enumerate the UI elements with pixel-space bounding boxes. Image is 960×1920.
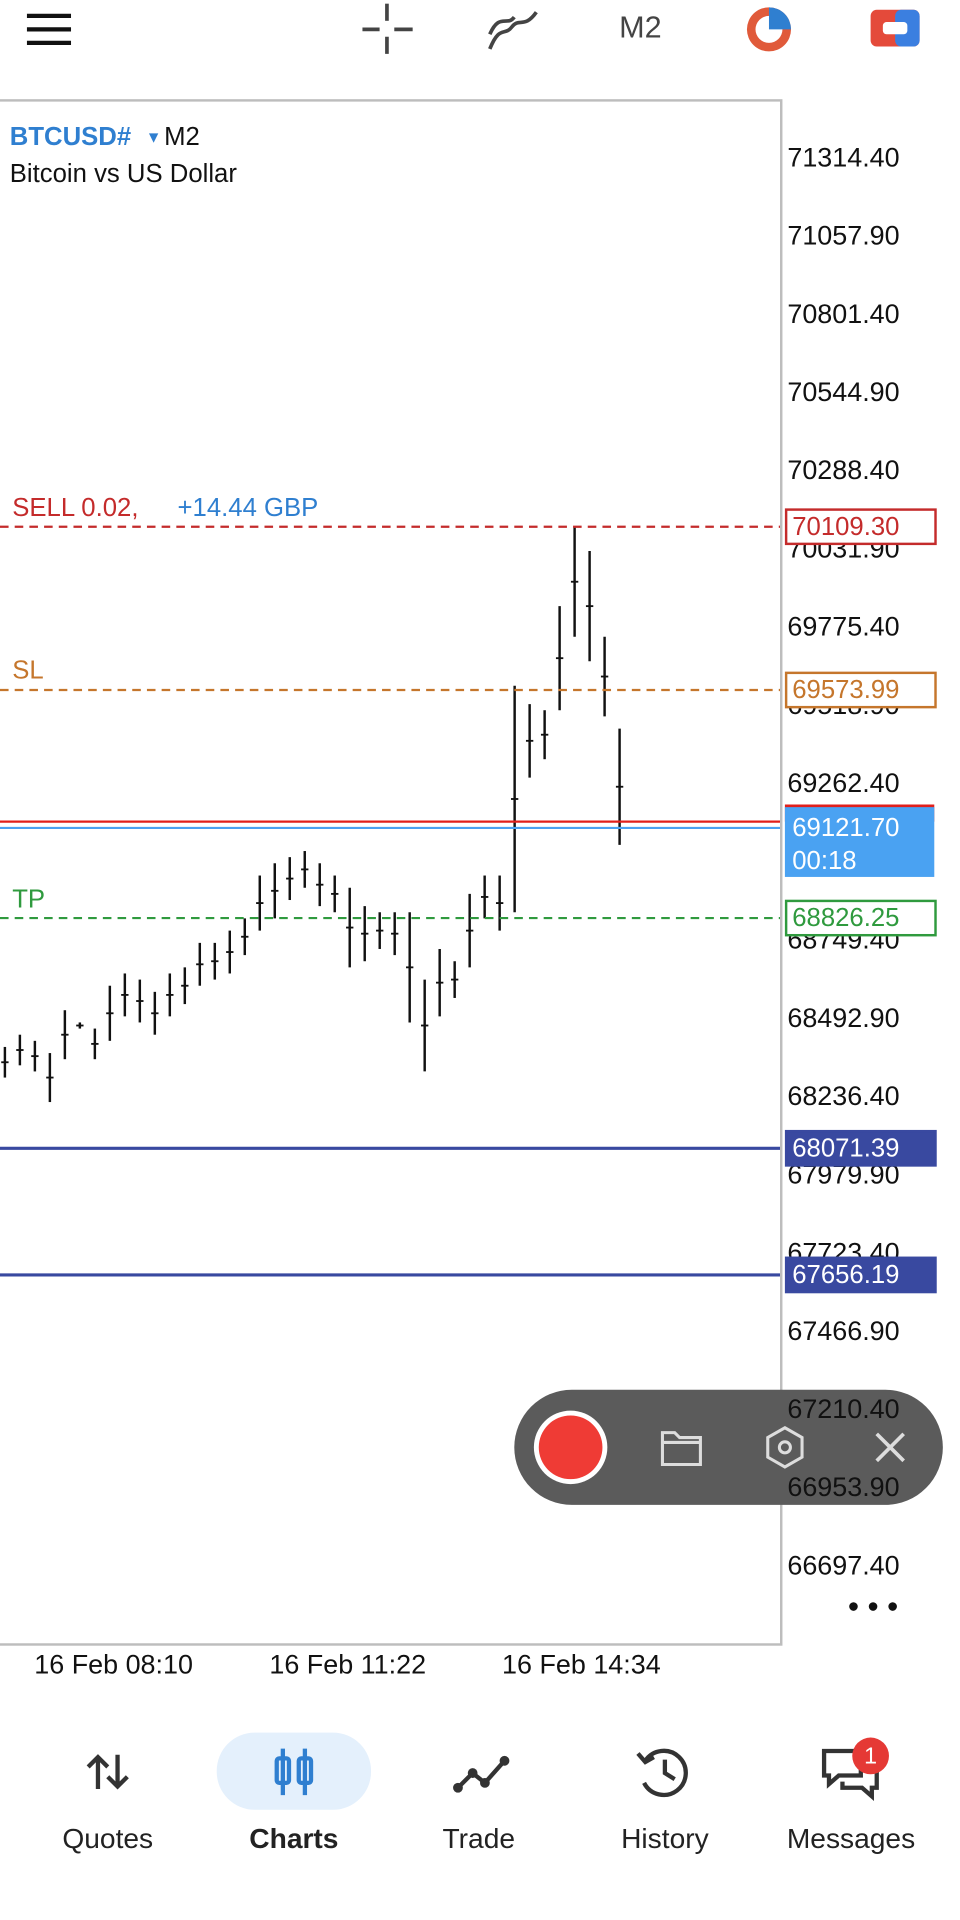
time-label: 16 Feb 08:10 — [34, 1650, 193, 1680]
quotes-icon — [86, 1754, 129, 1790]
sell-price: 70109.30 — [792, 513, 899, 541]
nav-tab-label[interactable]: Quotes — [62, 1823, 153, 1854]
price-tick-label: 69775.40 — [787, 612, 899, 642]
price-tick-label: 66953.90 — [787, 1472, 899, 1502]
time-label: 16 Feb 14:34 — [502, 1650, 661, 1680]
level-price: 67656.19 — [792, 1261, 899, 1289]
bottom-navigation: 1 Quotes Charts Trade History Messages — [62, 1732, 915, 1854]
tp-price: 68826.25 — [792, 904, 899, 932]
recording-panel — [514, 1389, 943, 1505]
level-box — [784, 1129, 937, 1167]
level-box — [784, 1256, 937, 1294]
chart-timeframe: M2 — [164, 123, 200, 151]
symbol-dropdown[interactable]: ▼ — [146, 130, 162, 147]
time-axis: 16 Feb 08:10 16 Feb 11:22 16 Feb 14:34 — [34, 1650, 660, 1680]
indicators-button[interactable] — [488, 11, 538, 50]
chart-area — [0, 525, 780, 1277]
folder-button[interactable] — [660, 1431, 702, 1467]
history-icon — [636, 1748, 688, 1798]
nav-tab-label[interactable]: Messages — [787, 1823, 915, 1854]
sell-label: SELL 0.02, — [12, 494, 138, 522]
price-tick-label: 68492.90 — [787, 1003, 899, 1033]
trade-button[interactable] — [746, 7, 792, 52]
bid-price: 69121.70 — [792, 814, 899, 842]
price-tick-label: 68236.40 — [787, 1081, 899, 1111]
trade-icon — [453, 1755, 510, 1793]
tp-box — [784, 899, 937, 937]
charts-icon — [274, 1748, 314, 1796]
price-tick-label: 71314.40 — [787, 142, 899, 172]
close-button[interactable] — [875, 1432, 905, 1463]
more-button[interactable] — [849, 1602, 897, 1611]
sl-box — [784, 671, 937, 709]
price-tick-label: 71057.90 — [787, 221, 899, 251]
nav-tab-label[interactable]: Trade — [443, 1823, 516, 1854]
symbol-description: Bitcoin vs US Dollar — [10, 160, 238, 188]
active-tab-background — [216, 1732, 372, 1810]
chart-frame — [0, 99, 783, 1646]
tp-label: TP — [12, 886, 45, 914]
time-label: 16 Feb 11:22 — [269, 1650, 426, 1680]
record-button-fill — [538, 1415, 603, 1480]
crosshair-button[interactable] — [362, 3, 413, 54]
timeframe-button[interactable]: M2 — [619, 10, 662, 44]
bid-box — [784, 807, 935, 877]
level-price: 68071.39 — [792, 1134, 899, 1162]
nav-tab-label[interactable]: History — [621, 1823, 710, 1854]
price-tick-label: 67210.40 — [787, 1394, 899, 1424]
messages-badge-count: 1 — [864, 1742, 877, 1768]
price-tick-label: 70801.40 — [787, 299, 899, 329]
price-tick-label: 66697.40 — [787, 1550, 899, 1580]
sl-label: SL — [12, 656, 43, 684]
price-tick-label: 70288.40 — [787, 455, 899, 485]
sell-box — [784, 508, 937, 546]
sl-price: 69573.99 — [792, 676, 899, 704]
menu-button[interactable] — [26, 13, 72, 45]
settings-icon-center — [777, 1440, 792, 1455]
account-button[interactable] — [870, 9, 920, 47]
price-tick-label: 69262.40 — [787, 768, 899, 798]
price-tick-label: 70544.90 — [787, 377, 899, 407]
price-tick-label: 67466.90 — [787, 1316, 899, 1346]
messages-badge — [852, 1737, 889, 1775]
nav-tab-label[interactable]: Charts — [249, 1823, 338, 1854]
settings-button[interactable] — [766, 1425, 804, 1469]
bar-countdown: 00:18 — [792, 847, 856, 875]
sell-profit: +14.44 GBP — [178, 494, 319, 522]
symbol[interactable]: BTCUSD# — [10, 123, 131, 151]
recording-controls — [514, 1389, 943, 1505]
